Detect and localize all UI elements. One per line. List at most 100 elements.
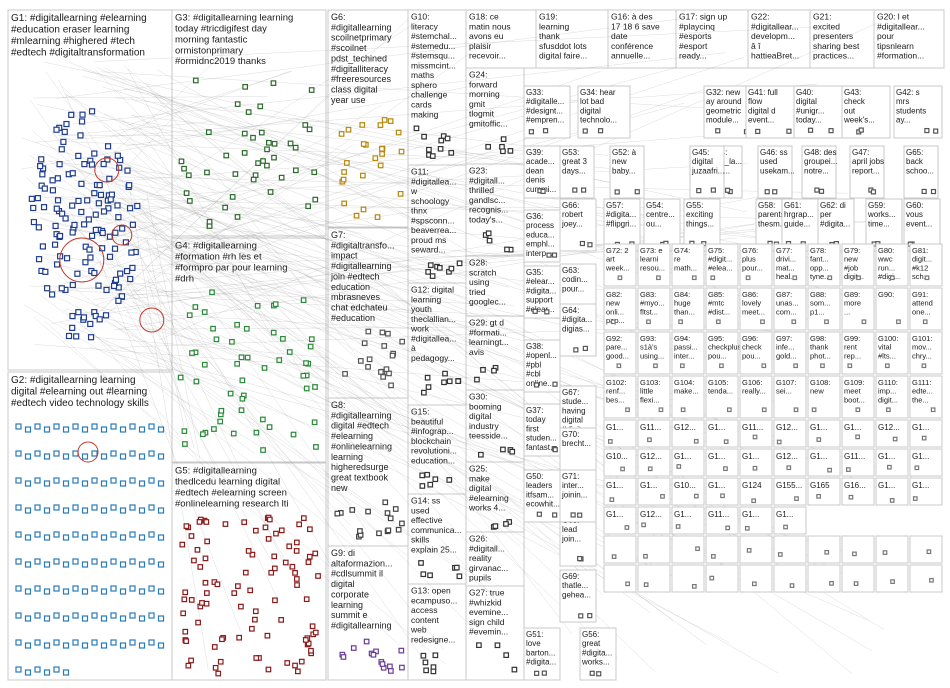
group-label-g30: G30: booming digital industry teesside... bbox=[469, 392, 508, 441]
graph-node bbox=[88, 108, 96, 115]
edge bbox=[146, 194, 200, 459]
graph-node bbox=[183, 190, 190, 196]
graph-node bbox=[542, 128, 549, 134]
micro-group-label: G1... bbox=[878, 452, 895, 461]
edge bbox=[103, 67, 448, 239]
small-group-box bbox=[689, 145, 725, 199]
graph-node bbox=[922, 319, 928, 325]
small-group-label: G41: full flow digital d event... bbox=[748, 88, 778, 125]
graph-node bbox=[725, 525, 731, 531]
graph-node bbox=[511, 666, 518, 673]
graph-node bbox=[157, 480, 165, 487]
graph-node bbox=[126, 205, 134, 212]
edge bbox=[114, 188, 419, 468]
graph-node bbox=[49, 177, 56, 184]
small-group-box bbox=[523, 265, 561, 319]
graph-node bbox=[926, 549, 932, 555]
graph-node bbox=[43, 534, 51, 541]
graph-node bbox=[211, 426, 217, 432]
graph-node bbox=[625, 407, 630, 413]
highlight-circle bbox=[139, 307, 165, 333]
graph-node bbox=[625, 581, 630, 587]
micro-group-box bbox=[841, 419, 875, 448]
graph-node bbox=[577, 512, 583, 518]
micro-group-box bbox=[807, 564, 841, 593]
graph-node bbox=[231, 590, 238, 596]
graph-node bbox=[383, 366, 390, 373]
graph-node bbox=[365, 363, 371, 370]
graph-node bbox=[205, 129, 212, 136]
graph-node bbox=[260, 416, 266, 423]
graph-node bbox=[392, 506, 399, 512]
graph-node bbox=[680, 407, 686, 413]
graph-node bbox=[73, 333, 80, 340]
edge bbox=[58, 134, 245, 136]
graph-node bbox=[53, 205, 60, 212]
graph-node bbox=[827, 467, 832, 473]
graph-node bbox=[448, 149, 455, 156]
graph-node bbox=[138, 453, 146, 460]
graph-node bbox=[118, 293, 126, 300]
graph-node bbox=[533, 382, 540, 388]
graph-node bbox=[786, 465, 792, 471]
graph-node bbox=[112, 276, 120, 283]
graph-node bbox=[399, 664, 405, 671]
graph-node bbox=[51, 241, 59, 248]
graph-node bbox=[709, 575, 715, 581]
tiny-group-label: G97: infe... gold... bbox=[776, 334, 796, 360]
graph-node bbox=[43, 480, 51, 487]
graph-node bbox=[914, 465, 920, 471]
graph-node bbox=[39, 171, 46, 178]
graph-node bbox=[442, 370, 448, 377]
graph-node bbox=[395, 526, 402, 533]
group-box-g13 bbox=[407, 583, 467, 681]
graph-node bbox=[376, 530, 382, 537]
graph-node bbox=[783, 524, 788, 530]
graph-node bbox=[608, 439, 613, 444]
graph-node bbox=[303, 385, 310, 392]
tiny-group-label: G93: s1à's using... bbox=[640, 334, 664, 360]
graph-node bbox=[379, 329, 386, 336]
graph-node bbox=[720, 493, 725, 499]
tiny-group-box bbox=[739, 287, 773, 331]
edge bbox=[154, 200, 471, 300]
graph-node bbox=[342, 370, 348, 377]
group-box-g17 bbox=[675, 9, 749, 69]
micro-group-box bbox=[909, 448, 943, 477]
graph-node bbox=[266, 424, 273, 430]
graph-node bbox=[117, 270, 124, 277]
graph-node bbox=[921, 363, 927, 369]
graph-node bbox=[791, 319, 797, 325]
graph-node bbox=[53, 126, 60, 133]
graph-node bbox=[828, 128, 834, 134]
graph-node bbox=[284, 660, 291, 666]
graph-node bbox=[157, 507, 165, 514]
tiny-group-box bbox=[909, 375, 943, 419]
graph-node bbox=[229, 338, 235, 345]
graph-node bbox=[302, 637, 309, 643]
micro-group-box bbox=[909, 564, 943, 593]
graph-node bbox=[106, 175, 113, 182]
graph-node bbox=[15, 477, 22, 484]
graph-node bbox=[244, 354, 251, 361]
graph-node bbox=[399, 520, 405, 527]
micro-group-label: G11... bbox=[640, 423, 661, 432]
graph-node bbox=[110, 585, 117, 592]
graph-node bbox=[242, 83, 249, 90]
graph-node bbox=[509, 448, 516, 455]
graph-node bbox=[218, 407, 225, 414]
graph-node bbox=[581, 187, 587, 193]
graph-node bbox=[87, 254, 94, 261]
edge bbox=[94, 69, 603, 596]
micro-group-label: G1... bbox=[708, 423, 725, 432]
edge bbox=[89, 218, 183, 268]
graph-node bbox=[289, 563, 296, 570]
graph-node bbox=[311, 169, 318, 176]
micro-group-label: G12... bbox=[640, 510, 662, 519]
tiny-group-label: G88: som... p1... bbox=[810, 290, 830, 316]
graph-node bbox=[379, 146, 385, 152]
tiny-group-box bbox=[637, 243, 671, 287]
graph-node bbox=[103, 286, 110, 294]
graph-node bbox=[238, 354, 245, 361]
micro-group-label: G1... bbox=[776, 510, 793, 519]
